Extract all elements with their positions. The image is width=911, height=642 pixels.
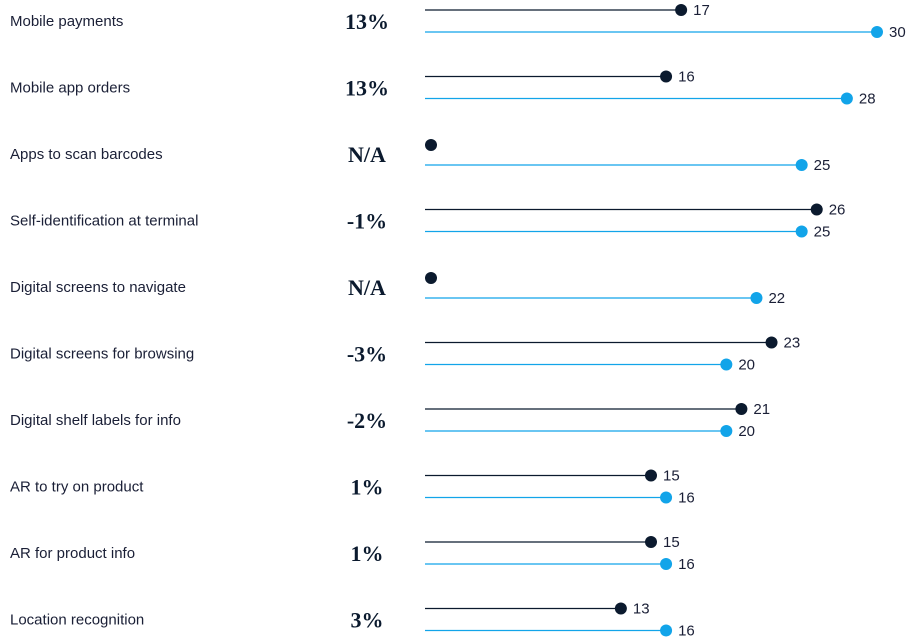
series-b-value-label: 25 [814, 224, 831, 241]
change-label: 13% [345, 9, 389, 34]
series-b-value-label: 28 [859, 91, 876, 108]
category-label: Digital screens for browsing [10, 346, 194, 363]
category-label: Mobile app orders [10, 80, 130, 97]
change-label: N/A [348, 142, 386, 167]
change-label: 1% [351, 541, 384, 566]
series-b-dot [871, 26, 883, 38]
series-b-dot [795, 159, 808, 171]
series-b-dot [660, 624, 673, 637]
series-b-value-label: 22 [768, 290, 785, 307]
series-b-dot [720, 425, 733, 437]
series-b-value-label: 20 [738, 357, 755, 374]
change-label: N/A [348, 275, 386, 300]
category-label: Location recognition [10, 612, 144, 629]
change-label: 1% [351, 475, 384, 500]
change-label: 13% [345, 76, 389, 101]
series-a-dot [645, 536, 657, 548]
change-label: -1% [347, 209, 387, 234]
category-label: Self-identification at terminal [10, 213, 198, 230]
series-a-value-label: 21 [753, 401, 770, 418]
series-b-value-label: 16 [678, 623, 695, 640]
series-a-value-label: 16 [678, 69, 695, 86]
series-a-dot [675, 4, 688, 16]
series-b-value-label: 16 [678, 556, 695, 573]
series-a-dot [614, 602, 627, 615]
change-label: -3% [347, 342, 387, 367]
category-label: Apps to scan barcodes [10, 146, 163, 163]
series-a-value-label: 13 [633, 601, 650, 618]
series-b-value-label: 30 [889, 24, 906, 41]
series-b-dot [795, 225, 808, 238]
series-a-value-label: 15 [663, 534, 680, 551]
category-label: Mobile payments [10, 13, 123, 30]
category-label: Digital screens to navigate [10, 279, 186, 296]
series-a-dot [810, 203, 823, 216]
series-b-value-label: 25 [814, 157, 831, 174]
series-b-dot [750, 292, 763, 304]
series-a-value-label: 15 [663, 468, 680, 485]
series-a-dot [645, 469, 657, 482]
series-a-value-label: 17 [693, 2, 710, 19]
series-b-dot [720, 358, 733, 371]
category-label: AR to try on product [10, 479, 144, 496]
series-a-value-label: 23 [784, 335, 801, 352]
change-label: 3% [351, 608, 384, 633]
series-b-dot [660, 558, 673, 570]
series-b-value-label: 16 [678, 490, 695, 507]
series-b-dot [660, 491, 673, 504]
series-a-dot [765, 336, 778, 349]
series-a-dot-na [425, 139, 437, 151]
category-label: Digital shelf labels for info [10, 412, 181, 429]
category-label: AR for product info [10, 545, 135, 562]
series-a-value-label: 26 [829, 202, 846, 219]
series-a-dot [735, 403, 748, 415]
series-a-dot-na [425, 272, 437, 284]
change-label: -2% [347, 408, 387, 433]
series-a-dot [660, 70, 673, 83]
series-b-value-label: 20 [738, 423, 755, 440]
series-b-dot [840, 92, 853, 105]
